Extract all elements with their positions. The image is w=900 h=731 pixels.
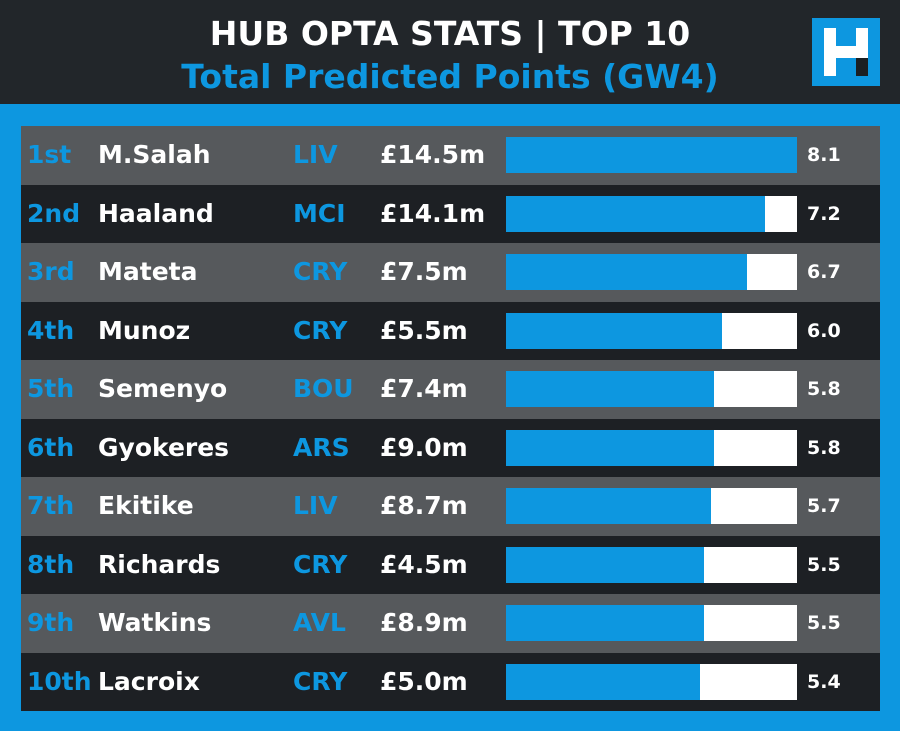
data-label: 5.4 xyxy=(807,670,841,693)
data-label: 5.7 xyxy=(807,495,841,517)
team-code: CRY xyxy=(293,549,348,579)
bar-track xyxy=(506,195,797,232)
bar xyxy=(506,429,715,466)
data-label: 5.8 xyxy=(807,378,841,400)
ranking-table: 1st M.Salah LIV £14.5m 8.1 2nd Haaland MCI £14.1… xyxy=(21,126,880,711)
player-name: M.Salah xyxy=(98,140,211,169)
team-code: CRY xyxy=(293,257,348,286)
data-label: 5.5 xyxy=(807,553,841,576)
table-row: 7th Ekitike LIV £8.7m 5.7 xyxy=(21,477,880,536)
bar xyxy=(506,137,797,173)
table-row: 5th Semenyo BOU £7.4m 5.8 xyxy=(21,360,880,419)
team-code: BOU xyxy=(293,374,354,403)
rank-label: 1st xyxy=(27,140,72,169)
team-code: ARS xyxy=(293,432,350,462)
bar xyxy=(506,371,715,407)
rank-label: 6th xyxy=(27,432,75,462)
bar-track xyxy=(506,312,797,349)
player-price: £7.4m xyxy=(380,374,468,403)
data-label: 7.2 xyxy=(807,202,841,225)
header-bar: HUB OPTA STATS | TOP 10 Total Predicted … xyxy=(0,0,900,104)
bar xyxy=(506,663,700,700)
table-row: 10th Lacroix CRY £5.0m 5.4 xyxy=(21,652,880,711)
rank-label: 2nd xyxy=(27,198,81,228)
bar xyxy=(506,488,711,524)
player-price: £9.0m xyxy=(380,432,468,462)
bar-track xyxy=(506,254,797,290)
hub-h-logo-icon xyxy=(812,18,880,86)
team-code: CRY xyxy=(293,315,348,345)
rank-label: 10th xyxy=(27,666,92,696)
team-code: AVL xyxy=(293,608,346,637)
player-price: £8.7m xyxy=(380,491,468,520)
rank-label: 3rd xyxy=(27,257,75,286)
player-price: £14.5m xyxy=(380,140,486,169)
page-subtitle: Total Predicted Points (GW4) xyxy=(181,57,719,96)
table-row: 9th Watkins AVL £8.9m 5.5 xyxy=(21,594,880,653)
player-name: Watkins xyxy=(98,608,212,637)
bar-track xyxy=(506,371,797,407)
bar-track xyxy=(506,137,797,173)
bar-track xyxy=(506,488,797,524)
bar xyxy=(506,254,747,290)
player-name: Gyokeres xyxy=(98,432,230,462)
player-name: Haaland xyxy=(98,198,214,228)
rank-label: 8th xyxy=(27,549,75,579)
bar-track xyxy=(506,546,797,583)
player-price: £4.5m xyxy=(380,549,468,579)
rank-label: 9th xyxy=(27,608,75,637)
player-name: Lacroix xyxy=(98,666,200,696)
player-price: £7.5m xyxy=(380,257,468,286)
table-row: 2nd Haaland MCI £14.1m 7.2 xyxy=(21,184,880,243)
table-row: 1st M.Salah LIV £14.5m 8.1 xyxy=(21,126,880,185)
table-row: 8th Richards CRY £4.5m 5.5 xyxy=(21,535,880,594)
player-price: £8.9m xyxy=(380,608,468,637)
player-name: Richards xyxy=(98,549,221,579)
player-name: Ekitike xyxy=(98,491,194,520)
table-row: 3rd Mateta CRY £7.5m 6.7 xyxy=(21,243,880,302)
rank-label: 5th xyxy=(27,374,75,403)
rank-label: 4th xyxy=(27,315,75,345)
data-label: 8.1 xyxy=(807,144,841,166)
bar xyxy=(506,195,765,232)
data-label: 5.5 xyxy=(807,612,841,634)
bar-track xyxy=(506,605,797,641)
data-label: 6.7 xyxy=(807,261,841,283)
bar xyxy=(506,605,704,641)
bar xyxy=(506,546,704,583)
bar-track xyxy=(506,663,797,700)
team-code: LIV xyxy=(293,491,338,520)
player-price: £14.1m xyxy=(380,198,486,228)
player-name: Semenyo xyxy=(98,374,228,403)
table-row: 4th Munoz CRY £5.5m 6.0 xyxy=(21,301,880,360)
data-label: 6.0 xyxy=(807,319,841,342)
team-code: LIV xyxy=(293,140,338,169)
table-row: 6th Gyokeres ARS £9.0m 5.8 xyxy=(21,418,880,477)
player-price: £5.0m xyxy=(380,666,468,696)
rank-label: 7th xyxy=(27,491,75,520)
player-name: Munoz xyxy=(98,315,191,345)
team-code: MCI xyxy=(293,198,346,228)
page-title: HUB OPTA STATS | TOP 10 xyxy=(209,14,691,53)
bar xyxy=(506,312,722,349)
bar-track xyxy=(506,429,797,466)
data-label: 5.8 xyxy=(807,436,841,459)
team-code: CRY xyxy=(293,666,348,696)
player-name: Mateta xyxy=(98,257,198,286)
player-price: £5.5m xyxy=(380,315,468,345)
